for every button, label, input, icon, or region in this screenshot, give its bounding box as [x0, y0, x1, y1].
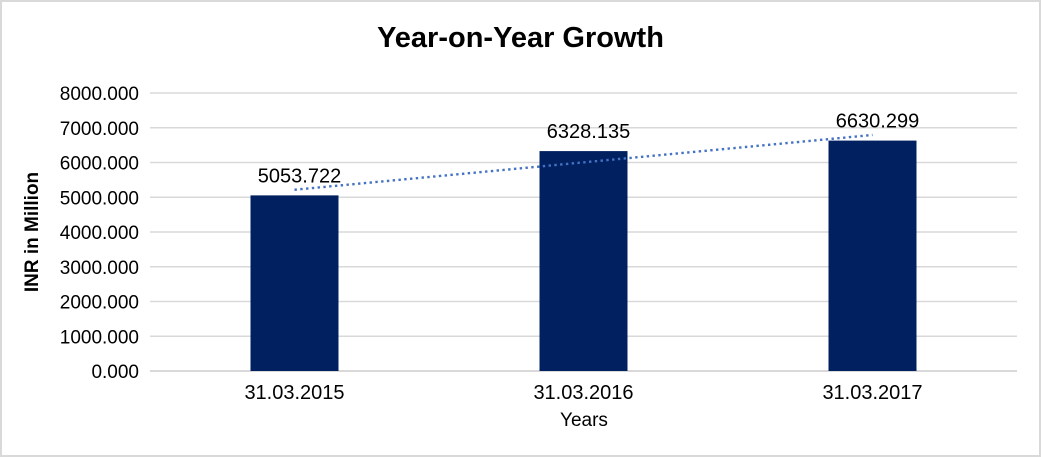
- y-tick-label: 7000.000: [60, 119, 139, 140]
- y-tick-label: 1000.000: [60, 327, 139, 348]
- y-tick-label: 6000.000: [60, 154, 139, 175]
- bar-data-label: 6328.135: [547, 121, 630, 143]
- y-tick-label: 3000.000: [60, 258, 139, 279]
- bar: [250, 195, 339, 371]
- x-tick-label: 31.03.2016: [533, 382, 633, 404]
- bar-data-label: 6630.299: [836, 111, 919, 133]
- bar-data-label: 5053.722: [258, 165, 341, 187]
- y-axis-title: INR in Million: [22, 172, 43, 292]
- y-tick-label: 5000.000: [60, 188, 139, 209]
- chart-generated-layer: 0.000 1000.000 2000.000 3000.000 4000.000 500…: [60, 84, 1017, 404]
- y-tick-label: 4000.000: [60, 223, 139, 244]
- y-tick-label: 8000.000: [60, 84, 139, 105]
- chart-title: Year-on-Year Growth: [377, 22, 664, 54]
- bar: [828, 140, 917, 371]
- trendline: [294, 133, 873, 191]
- bar: [539, 151, 628, 371]
- x-axis-title: Years: [560, 410, 608, 431]
- x-tick-label: 31.03.2017: [822, 382, 922, 404]
- x-tick-label: 31.03.2015: [244, 382, 344, 404]
- y-tick-label: 0.000: [91, 362, 139, 383]
- y-tick-label: 2000.000: [60, 293, 139, 314]
